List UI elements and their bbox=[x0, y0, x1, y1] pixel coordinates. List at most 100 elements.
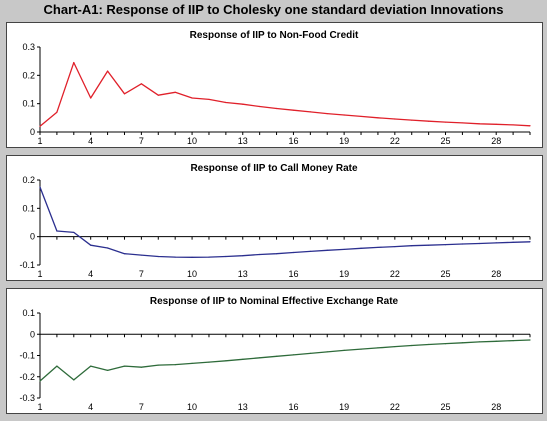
data-point bbox=[478, 242, 480, 245]
data-point bbox=[106, 369, 109, 371]
data-point bbox=[242, 358, 244, 360]
data-point bbox=[259, 357, 261, 359]
data-point bbox=[394, 118, 396, 120]
x-tick-label: 16 bbox=[288, 269, 298, 279]
data-point bbox=[56, 111, 58, 113]
data-point bbox=[73, 61, 75, 64]
x-tick-label: 13 bbox=[238, 402, 248, 412]
data-point bbox=[292, 354, 295, 356]
x-tick-label: 19 bbox=[339, 136, 349, 146]
data-point bbox=[140, 254, 142, 256]
data-point bbox=[275, 253, 278, 255]
data-point bbox=[461, 342, 464, 344]
data-point bbox=[275, 355, 278, 357]
x-tick-label: 13 bbox=[238, 269, 248, 279]
chart-non-food-credit: Response of IIP to Non-Food Credit 0 0.1 0.… bbox=[22, 30, 531, 146]
data-point bbox=[174, 364, 176, 366]
data-point bbox=[292, 251, 295, 254]
y-tick-label: -0.1 bbox=[19, 260, 35, 270]
data-point bbox=[73, 379, 75, 381]
x-tick-label: 10 bbox=[187, 402, 197, 412]
data-point bbox=[191, 362, 193, 364]
x-tick-label: 25 bbox=[441, 402, 451, 412]
data-point bbox=[377, 347, 379, 349]
data-point bbox=[259, 253, 261, 256]
data-point bbox=[90, 244, 92, 246]
data-point bbox=[326, 249, 328, 251]
chart-neer: Response of IIP to Nominal Effective Exc… bbox=[19, 296, 531, 412]
data-point bbox=[242, 103, 244, 105]
data-point bbox=[309, 111, 311, 113]
data-point bbox=[529, 241, 531, 243]
data-point bbox=[140, 366, 142, 368]
y-tick-label: 0.2 bbox=[22, 175, 35, 185]
data-point bbox=[191, 256, 193, 258]
x-tick-label: 4 bbox=[88, 269, 93, 279]
data-point bbox=[208, 98, 210, 101]
data-point bbox=[529, 125, 531, 127]
data-point bbox=[444, 121, 447, 123]
data-point bbox=[326, 112, 328, 115]
x-tick-label: 28 bbox=[491, 269, 501, 279]
data-point bbox=[123, 93, 126, 95]
data-point bbox=[428, 343, 430, 346]
x-tick-label: 1 bbox=[37, 136, 42, 146]
panel-non-food-credit: Response of IIP to Non-Food Credit 0 0.1 0.… bbox=[6, 22, 543, 148]
data-point bbox=[512, 340, 514, 342]
panel-title: Response of IIP to Non-Food Credit bbox=[190, 30, 359, 41]
data-point bbox=[512, 124, 514, 126]
data-point bbox=[208, 256, 210, 258]
data-point bbox=[208, 361, 210, 363]
data-point bbox=[461, 122, 464, 124]
x-tick-label: 7 bbox=[139, 136, 144, 146]
x-tick-label: 7 bbox=[139, 402, 144, 412]
x-tick-label: 16 bbox=[288, 402, 298, 412]
y-tick-label: 0 bbox=[30, 232, 35, 242]
data-point bbox=[56, 365, 58, 367]
x-tick-label: 19 bbox=[339, 269, 349, 279]
data-point bbox=[225, 101, 227, 104]
x-tick-label: 7 bbox=[139, 269, 144, 279]
x-tick-label: 4 bbox=[88, 136, 93, 146]
y-tick-label: 0.2 bbox=[22, 70, 35, 80]
panel-title: Response of IIP to Call Money Rate bbox=[190, 163, 358, 174]
data-point bbox=[309, 352, 311, 354]
panel-neer: Response of IIP to Nominal Effective Exc… bbox=[6, 288, 543, 414]
data-point bbox=[478, 123, 480, 125]
data-point bbox=[444, 244, 447, 246]
data-point bbox=[174, 91, 176, 93]
data-point bbox=[411, 344, 413, 347]
x-tick-label: 13 bbox=[238, 136, 248, 146]
data-point bbox=[90, 97, 92, 99]
x-tick-label: 22 bbox=[390, 402, 400, 412]
data-point bbox=[495, 242, 497, 244]
data-point bbox=[394, 245, 396, 248]
data-point bbox=[157, 364, 159, 366]
data-point bbox=[428, 120, 430, 122]
x-tick-label: 10 bbox=[187, 136, 197, 146]
panel-title: Response of IIP to Nominal Effective Exc… bbox=[150, 296, 399, 307]
data-point bbox=[39, 380, 41, 382]
data-point bbox=[326, 351, 328, 353]
data-point bbox=[157, 255, 159, 258]
data-point bbox=[242, 255, 244, 257]
data-point bbox=[191, 97, 193, 99]
data-point bbox=[360, 247, 362, 249]
data-point bbox=[377, 117, 379, 119]
data-point bbox=[56, 230, 58, 232]
y-tick-label: 0.1 bbox=[22, 99, 35, 109]
data-point bbox=[343, 114, 345, 116]
data-point bbox=[360, 348, 362, 350]
data-point bbox=[343, 349, 345, 351]
x-tick-label: 22 bbox=[390, 269, 400, 279]
data-point bbox=[309, 250, 311, 252]
x-tick-label: 1 bbox=[37, 269, 42, 279]
data-point bbox=[411, 245, 413, 247]
y-tick-label: -0.2 bbox=[19, 372, 35, 382]
panel-call-money-rate: Response of IIP to Call Money Rate -0.1 0 0… bbox=[6, 155, 543, 281]
data-point bbox=[428, 244, 430, 246]
x-tick-label: 1 bbox=[37, 402, 42, 412]
x-tick-label: 4 bbox=[88, 402, 93, 412]
data-point bbox=[123, 253, 126, 255]
data-point bbox=[360, 115, 362, 118]
